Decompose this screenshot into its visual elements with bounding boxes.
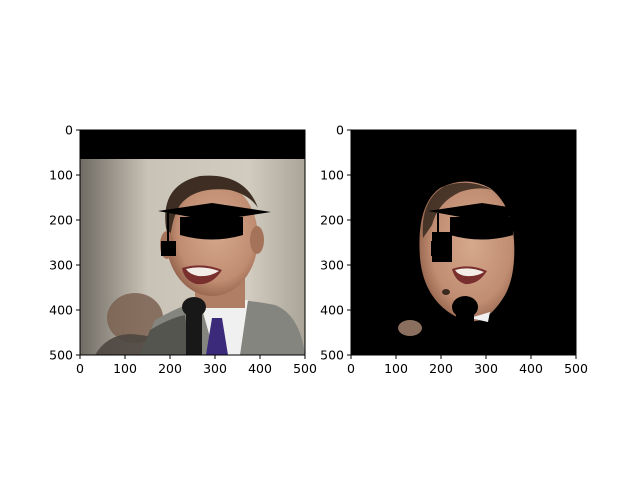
tie	[206, 318, 228, 355]
left-x-tick-label: 200	[158, 361, 182, 376]
background-person-head	[107, 293, 163, 343]
left-x-tick-label: 300	[203, 361, 227, 376]
left-y-tick-label: 100	[49, 168, 73, 183]
left-y-tick-label: 400	[49, 303, 73, 318]
right-x-tick-label: 0	[347, 361, 355, 376]
left-y-tick-label: 300	[49, 258, 73, 273]
right-y-tick-label: 100	[320, 168, 344, 183]
mask-cap-board	[428, 203, 541, 221]
right-y-tick-label: 200	[320, 213, 344, 228]
right-y-tick-label: 300	[320, 258, 344, 273]
right-x-tick-label: 200	[429, 361, 453, 376]
mask-tassel	[431, 241, 446, 256]
right-y-tick-label: 500	[320, 348, 344, 363]
teeth	[186, 267, 219, 277]
right-image	[351, 130, 576, 355]
graduation-cap-band	[180, 217, 243, 240]
left-axes-frame	[79, 129, 306, 356]
right-y-tick-label: 0	[336, 123, 344, 138]
left-image	[80, 130, 305, 355]
left-x-tick-label: 100	[113, 361, 137, 376]
right-axes-frame	[350, 129, 577, 356]
left-x-tick-label: 0	[76, 361, 84, 376]
segmented-collar	[470, 312, 490, 322]
graduation-cap-tassel	[161, 241, 176, 256]
segmented-background-face	[398, 320, 422, 336]
left-x-tick-label: 500	[293, 361, 317, 376]
right-x-tick-label: 400	[519, 361, 543, 376]
mask-cap-band	[450, 217, 513, 240]
segmented-chin-spot	[442, 289, 450, 295]
hair	[165, 175, 258, 240]
segmented-hair	[422, 182, 492, 238]
right-x-tick-label: 500	[564, 361, 588, 376]
right-x-tick-label: 300	[474, 361, 498, 376]
left-y-tick-label: 200	[49, 213, 73, 228]
mask-microphone-stem	[456, 307, 474, 355]
left-y-tick-label: 0	[65, 123, 73, 138]
segmented-teeth	[455, 268, 484, 277]
right-x-tick-label: 100	[384, 361, 408, 376]
microphone-stem	[186, 307, 202, 355]
right-y-tick-label: 400	[320, 303, 344, 318]
left-x-tick-label: 400	[248, 361, 272, 376]
suit-shadow	[140, 315, 190, 355]
left-y-tick-label: 500	[49, 348, 73, 363]
ear-right	[250, 226, 264, 254]
graduation-cap-board	[158, 203, 271, 221]
top-letterbox	[80, 130, 305, 159]
